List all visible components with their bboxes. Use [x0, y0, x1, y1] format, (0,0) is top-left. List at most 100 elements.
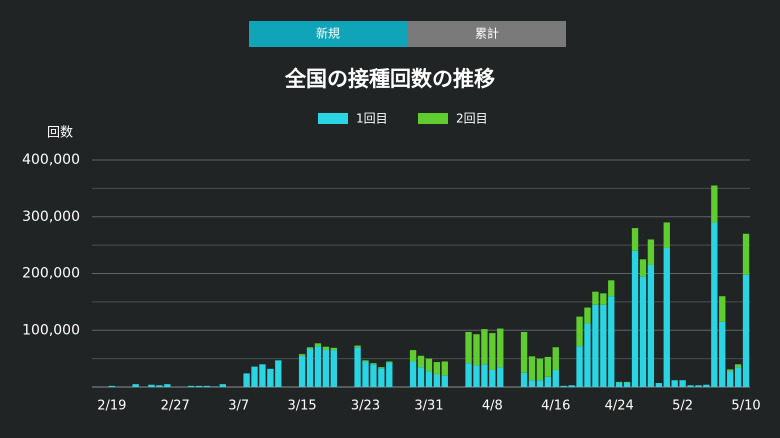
bar-segment	[306, 347, 314, 349]
x-tick-label: 4/24	[605, 399, 634, 414]
bar-segment	[639, 276, 647, 387]
bar-segment	[314, 346, 322, 387]
bar-segment	[481, 329, 488, 365]
x-tick-label: 5/10	[731, 399, 760, 414]
bar-segment	[164, 384, 171, 387]
bar-segment	[623, 382, 631, 387]
bar-segment	[417, 367, 425, 387]
bar-segment	[687, 385, 694, 387]
bar-segment	[711, 185, 718, 223]
bar-segment	[132, 384, 139, 387]
bar-segment	[727, 371, 734, 387]
bar-segment	[156, 385, 163, 387]
bar-segment	[306, 348, 314, 387]
tab-inactive[interactable]	[408, 21, 566, 47]
bar-segment	[378, 367, 385, 369]
x-tick-label: 4/16	[541, 399, 570, 414]
legend-label: 2回目	[456, 112, 488, 126]
y-tick-label: 300,000	[22, 209, 80, 225]
bar-segment	[616, 382, 623, 387]
bar-segment	[275, 360, 282, 387]
bar-segment	[425, 358, 433, 372]
bar-segment	[465, 363, 472, 387]
bar-segment	[536, 380, 544, 387]
x-tick-label: 3/15	[287, 399, 316, 414]
bar-segment	[520, 331, 528, 373]
bar-segment	[314, 343, 322, 347]
bar-segment	[695, 385, 702, 387]
bar-segment	[671, 380, 678, 387]
bar-segment	[742, 274, 750, 387]
bar-segment	[489, 369, 496, 387]
bar-segment	[211, 386, 219, 387]
bar-segment	[433, 374, 441, 387]
bar-segment	[362, 361, 369, 387]
bar-segment	[544, 376, 552, 387]
bar-segment	[536, 358, 544, 381]
legend-swatch	[318, 113, 348, 124]
bar-segment	[322, 349, 330, 387]
bar-segment	[362, 360, 369, 362]
bar-segment	[742, 233, 750, 275]
bar-segment	[592, 291, 599, 305]
x-tick-label: 5/2	[672, 399, 693, 414]
bar-segment	[734, 364, 742, 368]
bar-segment	[639, 259, 647, 277]
bar-segment	[734, 367, 742, 387]
legend-label: 1回目	[356, 112, 388, 126]
bar-segment	[465, 331, 472, 364]
bar-segment	[148, 384, 155, 387]
bar-segment	[663, 222, 670, 248]
bar-segment	[719, 321, 726, 387]
bar-segment	[584, 307, 591, 324]
tab-active[interactable]	[249, 21, 408, 47]
bar-segment	[441, 361, 448, 376]
bar-segment	[655, 383, 663, 387]
bar-segment	[719, 296, 726, 322]
bar-segment	[576, 346, 583, 387]
bar-segment	[623, 381, 631, 383]
bar-segment	[441, 375, 448, 387]
bar-segment	[631, 228, 639, 251]
bar-segment	[560, 385, 567, 387]
bar-segment	[187, 385, 195, 387]
bar-segment	[663, 247, 670, 387]
x-tick-label: 2/19	[97, 399, 126, 414]
bar-segment	[552, 347, 559, 370]
bar-segment	[711, 222, 718, 387]
bar-segment	[386, 362, 393, 387]
y-tick-label: 200,000	[22, 266, 80, 282]
bar-segment	[576, 316, 583, 347]
bar-segment	[568, 385, 575, 387]
bar-segment	[647, 264, 655, 387]
bar-segment	[679, 380, 686, 387]
x-tick-label: 2/27	[161, 399, 190, 414]
bar-segment	[608, 280, 615, 297]
bar-segment	[703, 384, 710, 387]
bar-segment	[243, 373, 250, 387]
chart-title: 全国の接種回数の推移	[284, 67, 495, 91]
x-tick-label: 3/7	[228, 399, 249, 414]
tab-label[interactable]: 累計	[475, 26, 499, 41]
bar-segment	[481, 364, 488, 387]
bar-segment	[489, 333, 496, 370]
bar-segment	[727, 369, 734, 372]
bar-segment	[298, 354, 306, 356]
bar-segment	[251, 366, 258, 387]
bar-segment	[195, 385, 203, 387]
bar-segment	[600, 293, 607, 305]
tab-label[interactable]: 新規	[316, 26, 340, 41]
bar-segment	[473, 334, 480, 366]
bar-segment	[592, 304, 599, 387]
bar-segment	[370, 364, 377, 387]
bar-segment	[203, 385, 211, 387]
bar-segment	[497, 367, 504, 387]
bar-segment	[409, 350, 417, 362]
bar-segment	[631, 250, 639, 387]
bar-segment	[370, 363, 377, 365]
bar-segment	[528, 356, 536, 381]
bar-segment	[417, 355, 425, 368]
bar-segment	[425, 371, 433, 387]
bar-segment	[433, 362, 441, 375]
